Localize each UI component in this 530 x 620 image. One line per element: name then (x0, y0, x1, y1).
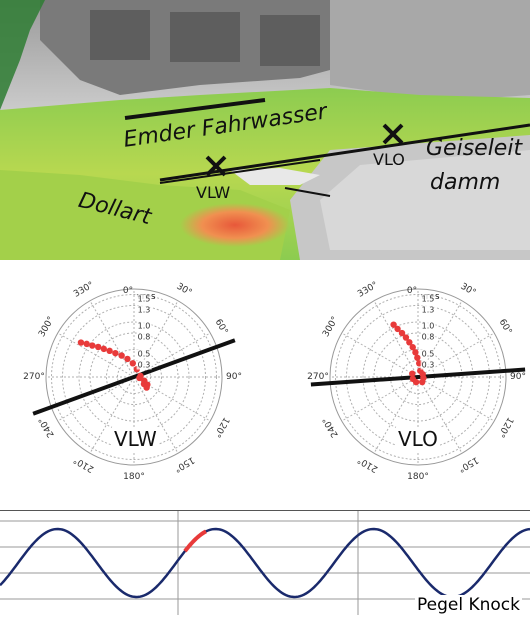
polar-plot-vlo: 30° 60° 90° 120° 150° 180° 210° 240° 270° 300° 330… (272, 260, 530, 510)
polar-spoke (57, 376, 135, 422)
training-wall-north (124, 98, 266, 120)
velocity-point (412, 349, 419, 356)
velocity-point (136, 374, 143, 382)
polar-station-label: VLO (396, 427, 440, 451)
geiseleit-label: Geiseleit (426, 136, 523, 161)
tide-curve-chart (0, 511, 530, 615)
velocity-point (394, 325, 401, 333)
ring-label: 0.5 (420, 349, 436, 358)
degree-label: 270° (23, 372, 45, 382)
ring-label: 1.5 (420, 294, 436, 303)
velocity-point (398, 329, 406, 337)
polar-ring (78, 321, 190, 433)
velocity-point (140, 380, 148, 388)
velocity-point (409, 344, 416, 351)
degree-label: 180° (407, 472, 429, 482)
island (230, 168, 320, 185)
velocity-point (406, 339, 413, 346)
tide-highlight-segment (183, 529, 207, 553)
degree-label-0: 0° (122, 286, 134, 296)
land-right (330, 0, 530, 100)
polar-spoke (373, 300, 419, 378)
polar-spoke (133, 376, 211, 422)
polar-grid (32, 288, 236, 466)
polar-outer-ring (45, 288, 223, 466)
ring-label: 1.0 (420, 321, 436, 331)
vlw-marker (205, 155, 227, 177)
polar-spoke (417, 376, 495, 422)
polar-spoke (133, 332, 211, 378)
polar-plot-vlw: 30° 60° 90° 120° 150° 180° 210° 240° 270° 300° 330… (0, 260, 262, 510)
vlo-marker (382, 123, 404, 145)
velocity-point (419, 378, 426, 386)
ring-label: 1.5 (136, 294, 152, 303)
velocity-point (409, 375, 417, 383)
principal-direction-line (310, 367, 526, 387)
degree-label: 90° (226, 372, 242, 382)
tide-panel: Pegel Knock (0, 510, 530, 615)
vlw-station-label: VLW (196, 183, 231, 202)
polar-outer-ring (329, 288, 507, 466)
vlo-station-label: VLO (373, 150, 405, 169)
velocity-point (118, 352, 125, 359)
ring-label: 1.0 (136, 321, 152, 331)
velocity-point (77, 339, 85, 346)
damm-label: damm (430, 170, 501, 195)
ring-label: 0.5 (136, 349, 152, 358)
polar-ring (362, 321, 474, 433)
velocity-point (402, 334, 410, 341)
dam-lower (159, 159, 321, 184)
degree-label-0: 0° (406, 286, 418, 296)
ring-label: 0.3 (136, 360, 152, 369)
polar-spoke (341, 376, 419, 422)
velocity-point (390, 321, 397, 328)
velocity-point (94, 343, 102, 351)
velocity-point (89, 342, 96, 349)
ring-label: 0.8 (420, 332, 436, 342)
velocity-point (414, 354, 421, 361)
velocity-point (83, 340, 90, 348)
polar-spoke (57, 332, 135, 378)
polar-ring (106, 349, 162, 405)
velocity-point (124, 355, 131, 363)
harbour-piers (90, 10, 320, 66)
ring-label: 0.8 (136, 332, 152, 342)
tide-curve (0, 527, 530, 599)
ring-label: 1.3 (420, 305, 436, 314)
polar-station-label: VLW (112, 427, 159, 451)
degree-label: 180° (123, 472, 145, 482)
tide-label: Pegel Knock (415, 595, 522, 615)
ring-label: 1.3 (136, 305, 152, 314)
degree-label: 270° (307, 372, 329, 382)
hotspot-area (180, 203, 290, 247)
principal-direction-line (32, 338, 236, 416)
polar-ring (51, 294, 217, 460)
degree-label: 90° (510, 372, 526, 382)
polar-spoke (89, 300, 135, 378)
velocity-point (112, 349, 119, 357)
velocity-point (106, 347, 113, 355)
coastline-left (0, 0, 45, 110)
dam-spur (284, 187, 331, 197)
velocity-point (409, 370, 416, 377)
velocity-point (129, 360, 137, 367)
tidal-flat-light (320, 150, 530, 250)
polar-ring (335, 294, 501, 460)
polar-grid (310, 288, 526, 466)
ring-label: 0.3 (420, 360, 436, 369)
velocity-point (100, 345, 108, 353)
